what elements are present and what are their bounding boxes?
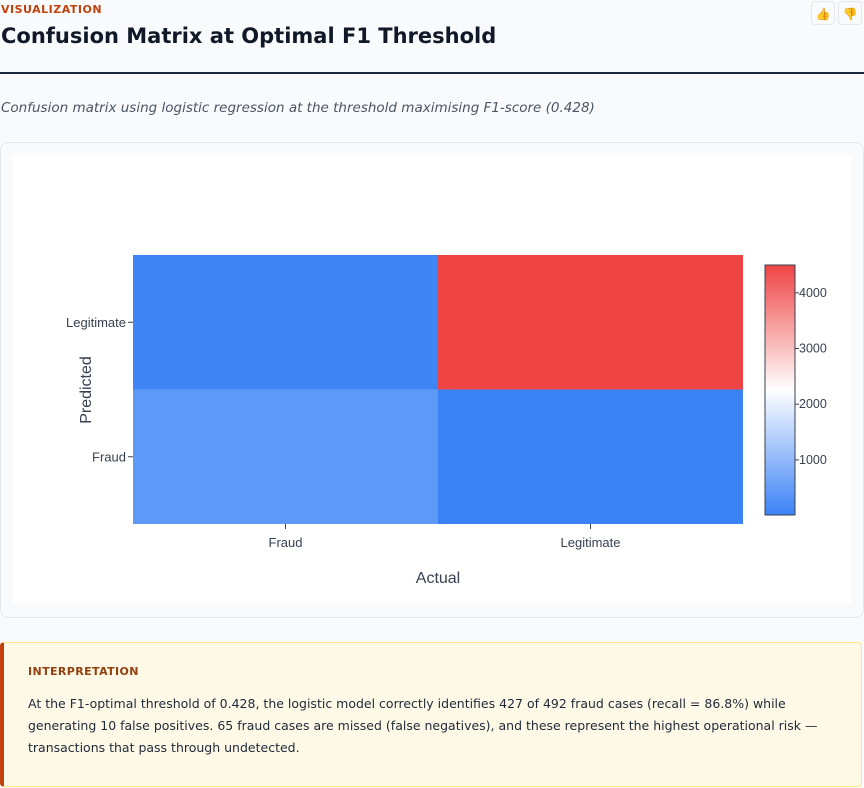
interpretation-text: At the F1-optimal threshold of 0.428, th… — [28, 696, 818, 755]
heatmap-cell-legitimate-legitimate — [438, 255, 743, 390]
x-axis-title: Actual — [416, 570, 460, 587]
colorbar-tick-label: 4000 — [799, 286, 827, 300]
confusion-matrix-heatmap: Fraud Legitimate Fraud Legitimate Actual Pr… — [66, 255, 827, 587]
section-label: VISUALIZATION — [1, 3, 103, 16]
x-tick-label: Fraud — [269, 535, 303, 550]
y-tick-label: Legitimate — [66, 315, 126, 330]
colorbar-tick-label: 2000 — [799, 397, 827, 411]
x-tick-label: Legitimate — [561, 535, 621, 550]
thumbs-up-icon: 👍 — [815, 7, 831, 21]
heatmap-cell-fraud-fraud — [133, 389, 438, 524]
page-title: Confusion Matrix at Optimal F1 Threshold — [1, 24, 497, 48]
y-axis-title: Predicted — [78, 356, 95, 424]
plot-area: Fraud Legitimate Fraud Legitimate Actual Pr… — [13, 155, 851, 603]
heatmap-cell-fraud-legitimate — [438, 389, 743, 524]
colorbar-tick-label: 3000 — [799, 342, 827, 356]
interpretation-box: INTERPRETATION At the F1-optimal thresho… — [0, 642, 862, 787]
heatmap-cell-legitimate-fraud — [133, 255, 438, 390]
interpretation-label: INTERPRETATION — [28, 665, 139, 678]
thumbs-up-button[interactable]: 👍 — [811, 1, 835, 25]
y-tick-label: Fraud — [92, 449, 126, 464]
colorbar-tick-label: 1000 — [799, 453, 827, 467]
chart-subtitle: Confusion matrix using logistic regressi… — [1, 100, 595, 116]
title-divider — [0, 72, 864, 74]
colorbar — [764, 264, 796, 516]
thumbs-down-button[interactable]: 👎 — [838, 1, 862, 25]
thumbs-down-icon: 👎 — [842, 7, 858, 21]
